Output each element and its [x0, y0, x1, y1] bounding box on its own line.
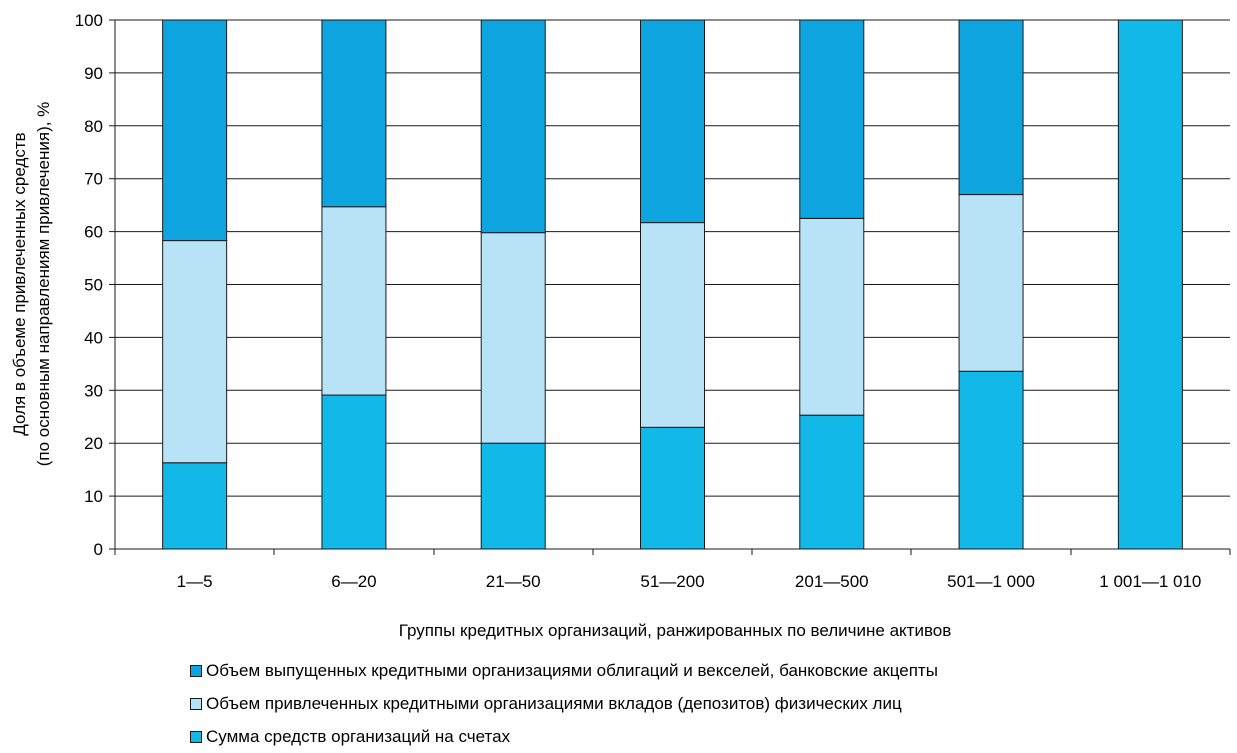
- y-axis-title-line-1: Доля в объеме привлеченных средств: [10, 132, 29, 435]
- bar-segment: [480, 442, 546, 550]
- bar-segment: [162, 19, 228, 242]
- legend-swatch: [190, 730, 202, 743]
- bar-segment: [799, 19, 865, 219]
- y-tick-label: 50: [84, 276, 103, 295]
- axes: [114, 20, 1231, 555]
- bar-segment: [799, 414, 865, 550]
- bar-segment: [958, 370, 1024, 550]
- x-tick-label: 21—50: [486, 572, 541, 591]
- x-tick-label: 501—1 000: [947, 572, 1035, 591]
- bar-segment: [640, 222, 705, 428]
- bar-segment: [321, 19, 387, 208]
- bar-segment: [958, 19, 1024, 196]
- legend-swatch: [190, 697, 202, 710]
- y-tick-label: 40: [84, 328, 103, 347]
- y-tick-labels: 0 10 20 30 40 50 60 70 80 90 100: [75, 11, 103, 559]
- legend-item: Объем выпущенных кредитными организациям…: [190, 654, 938, 687]
- x-tick-label: 51—200: [640, 572, 704, 591]
- y-tick-label: 90: [84, 64, 103, 83]
- bar-segment: [480, 19, 546, 234]
- y-axis-title-line-2: (по основным направлениям привлечения), …: [34, 102, 53, 467]
- bar-segment: [799, 217, 865, 416]
- y-tick-label: 80: [84, 117, 103, 136]
- bar-segment: [162, 240, 228, 464]
- legend: Объем выпущенных кредитными организациям…: [190, 654, 938, 753]
- y-tick-label: 0: [94, 540, 103, 559]
- legend-label: Объем привлеченных кредитными организаци…: [206, 693, 902, 713]
- y-tick-label: 10: [84, 487, 103, 506]
- bar-segment: [640, 426, 705, 550]
- legend-item: Объем привлеченных кредитными организаци…: [190, 687, 938, 720]
- bar-segment: [480, 232, 546, 444]
- x-tick-label: 1 001—1 010: [1099, 572, 1201, 591]
- bar-segment: [321, 394, 387, 550]
- x-tick-label: 6—20: [331, 572, 376, 591]
- legend-label: Объем выпущенных кредитными организациям…: [206, 660, 938, 680]
- bar-segment: [640, 19, 705, 224]
- bar-segment: [321, 206, 387, 396]
- bars: [162, 19, 1183, 550]
- legend-item: Сумма средств организаций на счетах: [190, 720, 938, 753]
- bar-segment: [958, 194, 1024, 372]
- x-tick-label: 1—5: [177, 572, 213, 591]
- legend-swatch: [190, 664, 202, 677]
- x-axis-title: Группы кредитных организаций, ранжирован…: [399, 621, 952, 640]
- y-tick-label: 30: [84, 381, 103, 400]
- x-tick-label: 201—500: [795, 572, 869, 591]
- x-tick-labels: 1—5 6—20 21—50 51—200 201—500 501—1 000 1 001—…: [177, 572, 1202, 591]
- bar-segment: [162, 462, 228, 550]
- y-tick-label: 70: [84, 170, 103, 189]
- y-tick-label: 100: [75, 11, 103, 30]
- y-tick-label: 20: [84, 434, 103, 453]
- bar-segment: [1117, 19, 1183, 550]
- y-tick-label: 60: [84, 223, 103, 242]
- legend-label: Сумма средств организаций на счетах: [206, 726, 511, 746]
